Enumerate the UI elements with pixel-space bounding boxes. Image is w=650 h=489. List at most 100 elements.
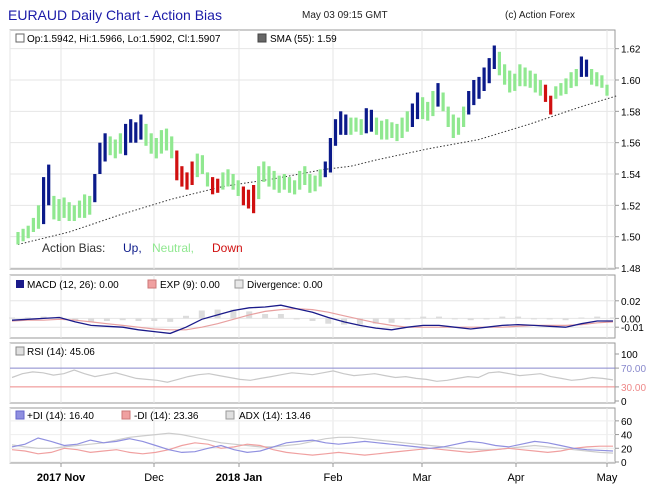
divergence-bar bbox=[515, 316, 522, 319]
price-bar bbox=[503, 64, 507, 85]
price-bar bbox=[72, 205, 76, 221]
divergence-bar bbox=[356, 318, 363, 325]
price-bar bbox=[67, 202, 71, 221]
plus-di-legend-swatch bbox=[15, 410, 25, 420]
price-bar bbox=[584, 59, 589, 77]
price-bar bbox=[339, 111, 343, 135]
divergence-bar bbox=[467, 318, 474, 321]
price-bar bbox=[200, 155, 204, 174]
price-bar bbox=[344, 114, 348, 135]
price-bar bbox=[574, 69, 578, 87]
x-tick-label: Feb bbox=[324, 472, 343, 484]
rsi-y-axis: 100 70.00 30.00 0 bbox=[615, 350, 646, 408]
rsi-line bbox=[11, 369, 614, 383]
price-bar bbox=[508, 70, 512, 93]
price-bar bbox=[590, 69, 594, 85]
macd-lines bbox=[11, 304, 614, 335]
rsi-tick-label: 70.00 bbox=[621, 364, 646, 375]
price-bar bbox=[185, 172, 189, 190]
divergence-bar bbox=[88, 318, 95, 322]
price-bar bbox=[605, 84, 609, 96]
action-bias-label: Action Bias: bbox=[42, 241, 105, 255]
price-tick-label: 1.58 bbox=[621, 107, 641, 118]
sma-legend-swatch bbox=[257, 33, 267, 43]
dmi-tick-label: 20 bbox=[621, 444, 633, 455]
x-tick-label: 2017 Nov bbox=[37, 472, 86, 484]
rsi-panel-frame bbox=[9, 342, 616, 404]
price-bar bbox=[543, 84, 548, 102]
price-bar bbox=[93, 174, 97, 203]
divergence-bar bbox=[404, 318, 411, 320]
price-bar bbox=[277, 175, 281, 193]
x-tick-label: May bbox=[597, 472, 618, 484]
price-bar bbox=[205, 172, 210, 187]
price-bar bbox=[257, 166, 261, 200]
price-bar bbox=[472, 80, 476, 106]
divergence-bar bbox=[214, 309, 221, 319]
divergence-bar bbox=[151, 318, 158, 321]
price-bar bbox=[549, 95, 553, 115]
rsi-legend: RSI (14): 45.06 bbox=[27, 347, 95, 358]
price-bar bbox=[528, 70, 532, 88]
x-tick-label: Mar bbox=[413, 472, 432, 484]
macd-y-axis: 0.02 0.00-0.01 bbox=[615, 297, 644, 334]
price-bar bbox=[103, 133, 107, 162]
divergence-bar bbox=[135, 318, 142, 321]
price-bar bbox=[390, 122, 394, 138]
price-bar bbox=[441, 92, 445, 112]
divergence-bar bbox=[530, 318, 537, 320]
price-bar bbox=[180, 166, 184, 187]
divergence-bar bbox=[309, 318, 316, 321]
price-bar bbox=[477, 76, 481, 99]
macd-tick-label: 0.00 bbox=[621, 314, 641, 325]
price-tick-label: 1.54 bbox=[621, 170, 641, 181]
divergence-bar bbox=[325, 318, 332, 324]
price-bar bbox=[579, 56, 583, 77]
price-bar bbox=[246, 189, 251, 209]
divergence-bar bbox=[483, 318, 490, 320]
price-bar bbox=[318, 169, 322, 187]
price-bar bbox=[513, 73, 517, 91]
price-bar bbox=[467, 91, 471, 115]
divergence-bar bbox=[562, 318, 569, 321]
price-bar bbox=[374, 117, 379, 135]
divergence-bar bbox=[372, 318, 379, 324]
price-bar bbox=[159, 130, 163, 154]
ohlc-legend-swatch bbox=[15, 33, 25, 43]
divergence-bar bbox=[610, 317, 616, 319]
price-bar bbox=[236, 180, 240, 196]
rsi-tick-label: 100 bbox=[621, 350, 638, 361]
price-bar bbox=[308, 174, 312, 193]
price-bar bbox=[26, 225, 30, 239]
exp-legend-swatch bbox=[147, 279, 157, 289]
price-bar bbox=[569, 72, 573, 88]
price-bar bbox=[108, 136, 112, 156]
price-bar bbox=[267, 166, 271, 187]
price-bar bbox=[462, 106, 466, 127]
price-bar bbox=[21, 228, 25, 242]
price-bar bbox=[211, 177, 215, 195]
divergence-bar bbox=[262, 314, 269, 319]
divergence-bar bbox=[546, 318, 553, 320]
price-bar bbox=[83, 194, 87, 218]
price-bar bbox=[564, 78, 568, 95]
price-bar bbox=[369, 109, 373, 132]
price-bar bbox=[410, 103, 414, 127]
action-bias-down: Down bbox=[212, 241, 243, 255]
price-bar bbox=[164, 128, 169, 151]
price-bar bbox=[354, 117, 358, 132]
price-bar bbox=[118, 133, 122, 154]
price-bar bbox=[538, 80, 542, 96]
price-bar bbox=[42, 177, 46, 225]
macd-tick-label: -0.01 bbox=[621, 323, 644, 334]
divergence-bar bbox=[594, 316, 601, 319]
price-bar bbox=[436, 83, 440, 107]
price-bar bbox=[77, 200, 82, 218]
price-bar bbox=[221, 172, 225, 190]
price-bars bbox=[16, 45, 609, 245]
divergence-bar bbox=[578, 317, 585, 319]
macd-legend: MACD (12, 26): 0.00 bbox=[27, 280, 119, 291]
price-bar bbox=[400, 117, 404, 138]
